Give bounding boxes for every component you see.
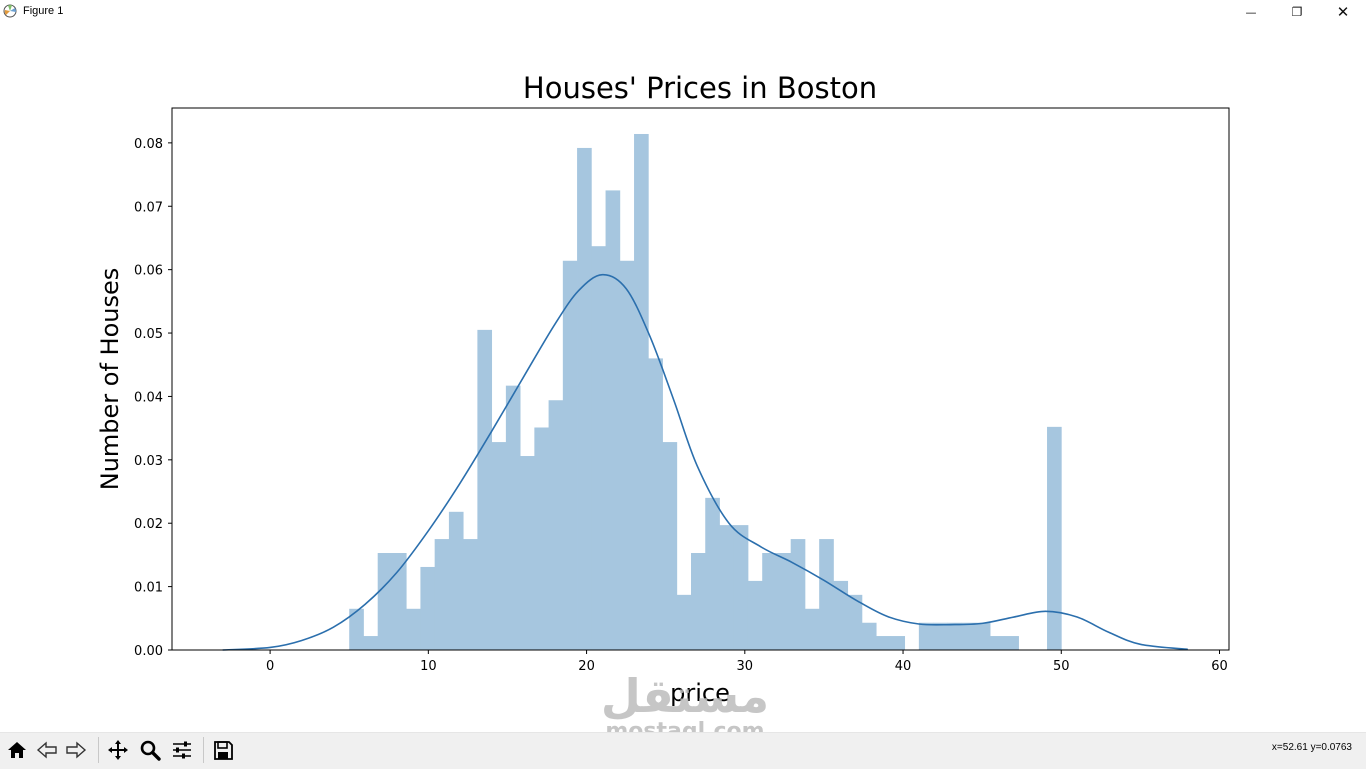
histogram-bar xyxy=(605,190,621,650)
restore-icon: ❐ xyxy=(1291,5,1303,19)
y-tick-label: 0.00 xyxy=(134,644,163,659)
histogram-bar xyxy=(434,539,450,650)
minimize-icon: — xyxy=(1245,5,1257,19)
axes-frame xyxy=(171,107,1230,651)
histogram-bar xyxy=(1047,426,1062,650)
histogram-bar xyxy=(463,539,478,650)
pan-button[interactable] xyxy=(104,736,132,764)
x-tick-label: 60 xyxy=(1211,659,1228,674)
minimize-button[interactable]: — xyxy=(1228,0,1274,24)
toolbar-separator xyxy=(203,737,204,763)
save-button[interactable] xyxy=(209,736,237,764)
histogram-bar xyxy=(861,622,877,650)
histogram-bar xyxy=(634,133,649,650)
x-tick-label: 30 xyxy=(737,659,754,674)
forward-icon xyxy=(66,741,87,759)
chart-title: Houses' Prices in Boston xyxy=(523,71,877,105)
histogram-bar xyxy=(391,553,407,650)
y-tick-label: 0.02 xyxy=(134,517,163,532)
histogram-bar xyxy=(562,260,578,650)
configure-subplots-icon xyxy=(173,741,191,759)
histogram-bar xyxy=(776,553,792,650)
histogram-bar xyxy=(420,566,436,650)
window-titlebar: Figure 1 — ❐ ✕ xyxy=(0,0,1366,24)
home-button[interactable] xyxy=(3,736,31,764)
histogram-bar xyxy=(975,622,991,650)
histogram-bar xyxy=(747,580,763,650)
y-tick-label: 0.08 xyxy=(134,137,163,152)
x-tick-label: 10 xyxy=(420,659,437,674)
y-tick-label: 0.07 xyxy=(134,200,163,215)
histogram-bar xyxy=(719,525,735,650)
histogram-bar xyxy=(505,385,521,650)
forward-button[interactable] xyxy=(62,736,90,764)
x-tick-label: 20 xyxy=(578,659,595,674)
histogram-bar xyxy=(961,622,977,650)
window-title: Figure 1 xyxy=(23,5,64,17)
histogram-bar xyxy=(933,622,948,650)
histogram-bar xyxy=(691,553,706,650)
close-button[interactable]: ✕ xyxy=(1320,0,1366,24)
histogram-bar xyxy=(349,608,364,650)
histogram-bar xyxy=(676,594,692,650)
histogram-bar xyxy=(648,358,663,650)
y-tick-label: 0.04 xyxy=(134,390,163,405)
histogram-bar xyxy=(577,147,592,651)
histogram-bar xyxy=(520,456,535,650)
histogram-bar xyxy=(947,622,962,650)
y-tick-label: 0.06 xyxy=(134,264,163,279)
y-tick-label: 0.05 xyxy=(134,327,163,342)
histogram-bar xyxy=(491,442,507,650)
x-tick-label: 50 xyxy=(1053,659,1070,674)
histogram-bar xyxy=(819,539,834,650)
close-icon: ✕ xyxy=(1336,3,1350,21)
histogram-bar xyxy=(591,246,606,650)
histogram-bar xyxy=(876,636,891,650)
y-tick-label: 0.01 xyxy=(134,581,163,596)
navigation-toolbar: x=52.61 y=0.0763 xyxy=(0,732,1366,769)
histogram-bar xyxy=(890,636,906,650)
home-icon xyxy=(8,742,26,758)
maximize-button[interactable]: ❐ xyxy=(1274,0,1320,24)
histogram-bar xyxy=(990,636,1005,650)
figure-canvas[interactable]: Houses' Prices in Boston 0 10 20 30 40 50 60 0.… xyxy=(0,24,1366,732)
histogram-bar xyxy=(548,400,564,650)
configure-subplots-button[interactable] xyxy=(168,736,196,764)
histogram-chart: Houses' Prices in Boston 0 10 20 30 40 50 60 0.… xyxy=(96,71,1230,707)
histogram-bar xyxy=(406,608,421,650)
back-button[interactable] xyxy=(33,736,61,764)
histogram-bar xyxy=(363,636,379,650)
pan-icon xyxy=(108,740,128,760)
zoom-button[interactable] xyxy=(136,736,164,764)
cursor-coordinates: x=52.61 y=0.0763 xyxy=(1271,742,1352,753)
x-tick-label: 40 xyxy=(895,659,912,674)
back-icon xyxy=(36,741,57,759)
histogram-bar xyxy=(448,511,464,650)
histogram-bar xyxy=(804,608,820,650)
histogram-bar xyxy=(477,329,493,650)
histogram-bar xyxy=(705,497,720,650)
histogram-bar xyxy=(790,539,806,650)
histogram-bar xyxy=(733,525,749,650)
toolbar-separator xyxy=(98,737,99,763)
histogram-bar xyxy=(1004,636,1019,650)
histogram-bar xyxy=(619,260,635,650)
histogram-bar xyxy=(662,442,678,650)
histogram-bar xyxy=(762,553,777,650)
histogram-bar xyxy=(847,594,863,650)
kde-line xyxy=(222,273,1188,651)
x-axis-label: price xyxy=(670,679,730,707)
zoom-icon xyxy=(140,740,161,761)
y-tick-label: 0.03 xyxy=(134,454,163,469)
histogram-bar xyxy=(918,622,934,650)
plot-area: 0 10 20 30 40 50 60 0.00 0.01 0.02 0.03 0.04 0.05 0.0… xyxy=(134,107,1230,674)
save-icon xyxy=(214,741,233,760)
histogram-bar xyxy=(833,580,849,650)
matplotlib-logo-icon xyxy=(3,4,17,18)
histogram-bar xyxy=(534,427,549,650)
y-axis-label: Number of Houses xyxy=(96,268,124,491)
x-tick-label: 0 xyxy=(266,659,274,674)
histogram-bar xyxy=(377,553,393,650)
